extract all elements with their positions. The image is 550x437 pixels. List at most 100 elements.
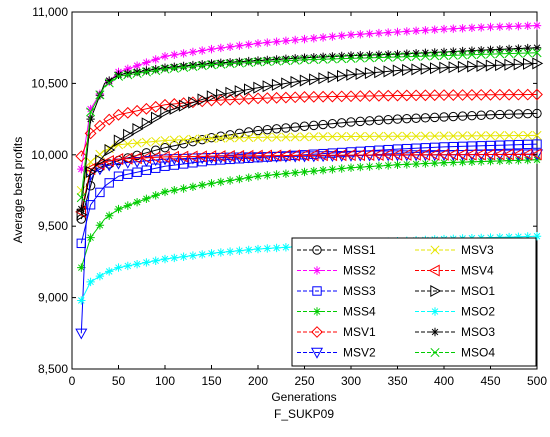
triangle-down-marker [419,150,432,162]
star-marker [384,28,393,37]
star-marker [179,49,188,58]
star-marker [384,50,393,59]
star-marker [272,55,281,64]
x-marker [272,132,282,142]
diamond-marker [252,92,264,105]
x-marker [485,49,496,59]
triangle-right-marker [113,134,125,147]
x-marker [337,132,347,142]
star-marker [486,157,495,166]
star-marker [207,179,216,188]
star-marker [504,156,514,165]
star-marker [77,164,86,174]
star-marker [312,307,322,316]
star-marker [253,172,263,181]
diamond-marker [493,88,506,101]
x-marker [439,131,449,141]
triangle-right-marker [402,63,414,77]
legend-item-mso3: MSO3 [415,325,495,339]
star-marker [356,30,365,39]
triangle-down-marker [437,150,451,162]
star-marker [430,307,440,316]
circle-marker [169,140,180,151]
triangle-right-marker [188,96,200,109]
triangle-right-marker [467,60,479,73]
star-marker [309,166,318,176]
square-marker [513,139,524,150]
star-marker [346,30,356,40]
star-marker [123,64,132,74]
star-marker [486,22,495,32]
legend: MSS1 MSS2 MSS3 MSS4 MSV1 MSV2 MSV3 MSV4 MSO1 MSO2… [291,237,537,367]
star-marker [142,194,151,203]
star-marker [449,158,458,167]
x-marker [420,131,430,141]
star-marker [393,160,402,169]
triangle-down-marker [140,156,153,168]
x-tick-label: 50 [112,374,126,388]
circle-marker [504,109,514,119]
circle-marker [271,124,282,134]
triangle-down-marker [447,150,460,161]
star-marker [198,250,207,259]
star-marker [207,59,216,68]
series-mss4 [77,155,542,272]
triangle-right-marker [104,143,116,157]
triangle-down-marker [382,150,395,162]
diamond-marker [311,326,323,338]
diamond-marker [521,88,534,101]
star-marker [142,66,151,75]
triangle-right-marker [495,59,507,72]
circle-marker [513,109,524,119]
triangle-down-marker [428,150,441,162]
star-marker [477,23,486,32]
triangle-right-marker [169,102,181,115]
diamond-marker [391,89,404,102]
star-marker [291,54,300,63]
triangle-right-marker [299,74,311,87]
x-marker [244,57,254,68]
x-marker [411,51,421,61]
x-marker [485,131,496,141]
triangle-down-marker [310,347,324,359]
triangle-right-marker [430,284,442,298]
x-tick-label: 400 [434,374,454,388]
y-tick-label: 11,000 [32,5,68,19]
star-marker [421,48,430,58]
triangle-right-marker [337,69,348,83]
x-marker [197,134,207,144]
x-marker [495,49,505,59]
square-marker [113,171,124,181]
triangle-right-marker [234,85,246,98]
x-marker [513,48,523,58]
triangle-right-marker [141,117,153,130]
legend-box [291,237,537,367]
star-marker [411,26,421,36]
x-marker [197,61,207,71]
diamond-marker [159,98,171,111]
triangle-right-marker [532,57,544,70]
star-marker [263,55,272,65]
legend-label: MSO1 [461,284,495,298]
circle-marker [523,108,533,119]
x-marker [206,133,217,143]
star-marker [142,258,151,267]
star-marker [114,70,123,80]
x-marker [365,53,375,63]
x-marker [281,56,291,66]
star-marker [514,44,523,53]
triangle-right-marker [439,61,451,74]
triangle-right-marker [132,123,144,136]
star-marker [160,63,170,72]
legend-label: MSS2 [343,264,376,278]
star-marker [374,50,384,59]
x-marker [179,62,189,72]
circle-marker [318,119,328,130]
x-tick-label: 0 [69,374,76,388]
diamond-marker [372,89,385,102]
legend-item-mss3: MSS3 [297,284,376,298]
x-marker [299,132,310,142]
triangle-down-marker [149,155,162,167]
star-marker [281,36,291,46]
circle-marker [355,116,365,127]
